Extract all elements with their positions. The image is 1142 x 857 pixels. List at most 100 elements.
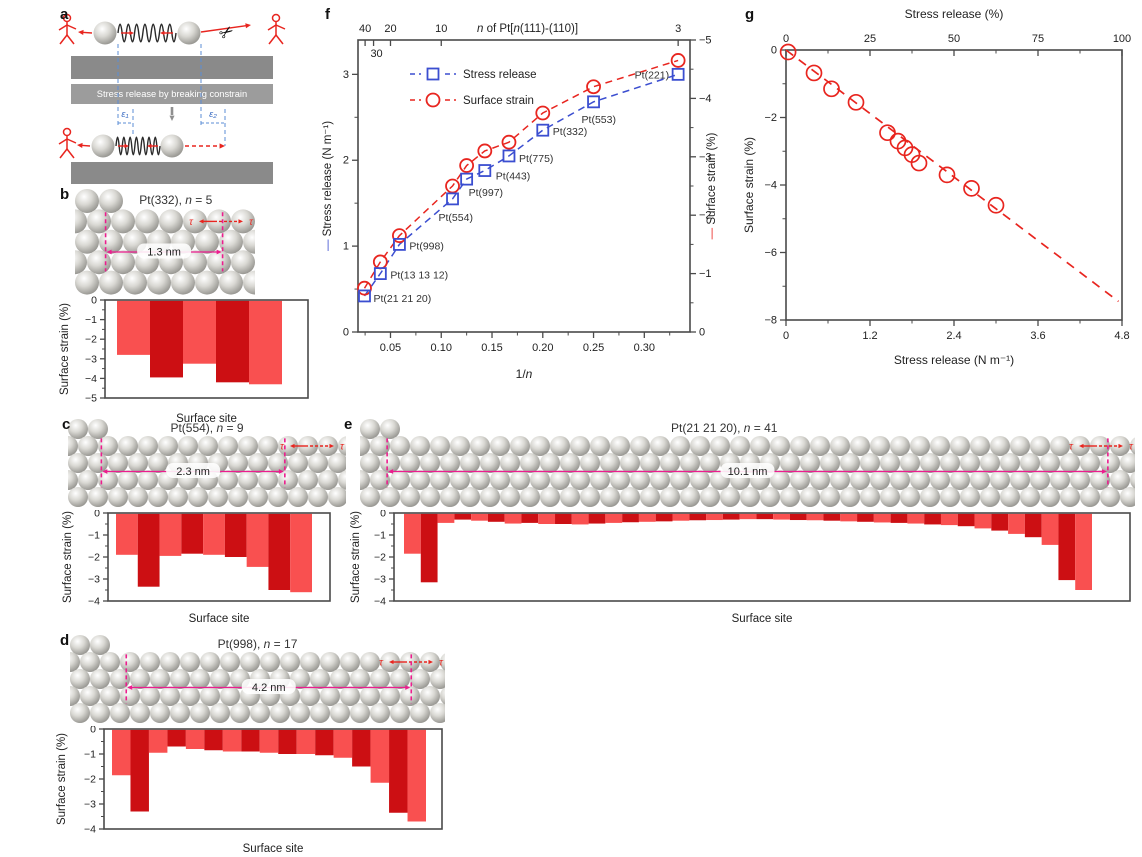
atom-sphere bbox=[93, 21, 117, 45]
x-axis-label: Surface site bbox=[176, 413, 237, 425]
scissors-icon: ✂ bbox=[215, 21, 238, 45]
lattice-title: Pt(21 21 20), n = 41 bbox=[671, 421, 778, 435]
bar bbox=[437, 513, 455, 523]
atom-rows bbox=[360, 419, 1135, 507]
panel-d-label: d bbox=[60, 632, 70, 649]
stress-release-point bbox=[358, 289, 371, 303]
svg-text:4.8: 4.8 bbox=[1114, 330, 1129, 342]
bar bbox=[290, 513, 312, 593]
svg-text:−1: −1 bbox=[88, 530, 100, 542]
stress-release-point bbox=[393, 237, 406, 251]
y-axis-label: Surface strain (%) bbox=[59, 303, 71, 395]
svg-text:0.05: 0.05 bbox=[380, 342, 401, 354]
bar bbox=[181, 513, 204, 554]
panel-e-label: e bbox=[344, 416, 353, 433]
x-axis-label: Stress release (N m⁻¹) bbox=[894, 353, 1014, 367]
tau-label: τ bbox=[249, 217, 254, 228]
svg-text:−3: −3 bbox=[374, 574, 386, 586]
svg-text:−5: −5 bbox=[699, 35, 712, 47]
stress-release-schematic: Stress release by breaking constrain ✂ ε₁ ε… bbox=[58, 13, 286, 184]
surface-strain-point bbox=[535, 105, 551, 121]
bar bbox=[706, 513, 723, 521]
bar bbox=[148, 729, 168, 753]
svg-text:0: 0 bbox=[699, 327, 705, 339]
bar bbox=[296, 729, 316, 754]
strain-vs-stress-release-chart: Stress release (%) 0 25 50 75 100 0 1.2 2.4 3.6 4.… bbox=[742, 7, 1131, 367]
plot-frame bbox=[357, 39, 691, 333]
bar bbox=[588, 513, 606, 524]
svg-text:3: 3 bbox=[343, 69, 349, 81]
epsilon1-label: ε₁ bbox=[121, 109, 128, 120]
svg-text:−2: −2 bbox=[764, 112, 777, 124]
tau-label: τ bbox=[439, 658, 444, 669]
svg-text:−6: −6 bbox=[764, 247, 777, 259]
bar bbox=[241, 729, 260, 752]
bar bbox=[404, 513, 421, 554]
data-point bbox=[847, 93, 865, 111]
svg-text:1: 1 bbox=[343, 241, 349, 253]
svg-text:40: 40 bbox=[359, 23, 371, 35]
pt212120-strain-bar-chart: 0 −1 −2 −3 −4 Surface strain (%) Surface site bbox=[350, 510, 1131, 625]
bar bbox=[420, 513, 438, 583]
bar bbox=[857, 513, 874, 522]
bar bbox=[521, 513, 539, 523]
svg-text:100: 100 bbox=[1113, 33, 1131, 45]
bar bbox=[622, 513, 639, 523]
svg-text:−3: −3 bbox=[84, 799, 96, 811]
stress-release-point bbox=[446, 192, 459, 206]
bar bbox=[789, 513, 807, 521]
svg-text:50: 50 bbox=[948, 33, 960, 45]
x-axis-label: 1/n bbox=[516, 367, 533, 381]
bar bbox=[130, 729, 149, 812]
bar bbox=[1008, 513, 1025, 534]
svg-text:0.30: 0.30 bbox=[634, 342, 655, 354]
surface-strain-point bbox=[586, 79, 601, 95]
bar bbox=[150, 300, 183, 378]
bar bbox=[689, 513, 707, 521]
stress-release-point bbox=[587, 95, 600, 109]
bar bbox=[204, 729, 223, 751]
y-axis-label: Surface strain (%) bbox=[56, 733, 68, 825]
point-label: Pt(221) bbox=[635, 69, 669, 81]
panel-e: e Pt(21 21 20), n = 41 τ τ 10.1 nm 0 −1 −2 −3 −… bbox=[338, 414, 1142, 632]
svg-text:0.20: 0.20 bbox=[532, 342, 553, 354]
svg-text:0: 0 bbox=[90, 726, 96, 736]
bar bbox=[890, 513, 908, 523]
panel-f: f 0.05 0.10 0.15 0.20 0.25 0.30 1/n 0 1 2 3 0 −1 −2 −3… bbox=[320, 2, 724, 396]
point-label: Pt(553) bbox=[582, 114, 616, 126]
svg-text:−5: −5 bbox=[85, 393, 97, 405]
svg-text:−3: −3 bbox=[699, 151, 712, 163]
bar bbox=[278, 729, 297, 754]
bar bbox=[249, 300, 282, 385]
bar bbox=[773, 513, 790, 520]
right-axis-label: — Surface strain (%) bbox=[706, 132, 718, 239]
panel-c-label: c bbox=[62, 416, 71, 433]
distance-label: 10.1 nm bbox=[728, 466, 768, 478]
distance-label: 4.2 nm bbox=[252, 682, 286, 694]
atom-sphere bbox=[91, 134, 115, 158]
tau-label: τ bbox=[189, 217, 194, 228]
svg-text:0: 0 bbox=[380, 510, 386, 520]
data-point bbox=[779, 43, 797, 61]
bar bbox=[806, 513, 824, 521]
data-point bbox=[987, 196, 1005, 214]
panel-a-label: a bbox=[60, 6, 69, 23]
svg-text:2.4: 2.4 bbox=[946, 330, 961, 342]
bar bbox=[924, 513, 941, 525]
pt554-strain-bar-chart: 0 −1 −2 −3 −4 Surface strain (%) Surface site bbox=[62, 510, 331, 625]
bar bbox=[407, 729, 426, 822]
epsilon2-label: ε₂ bbox=[209, 109, 217, 120]
svg-text:3: 3 bbox=[675, 23, 681, 35]
lattice-title: Pt(998), n = 17 bbox=[218, 637, 298, 651]
data-point bbox=[823, 80, 840, 98]
bar bbox=[605, 513, 623, 523]
point-label: Pt(997) bbox=[469, 187, 503, 199]
panel-a: a Stress release by breaking constrain ✂ ε… bbox=[50, 6, 290, 186]
svg-text:0: 0 bbox=[343, 327, 349, 339]
atom-sphere bbox=[177, 21, 201, 45]
bar bbox=[957, 513, 975, 527]
svg-text:1.2: 1.2 bbox=[862, 330, 877, 342]
bar bbox=[873, 513, 891, 523]
tau-label: τ bbox=[1069, 442, 1074, 453]
bar bbox=[722, 513, 740, 520]
